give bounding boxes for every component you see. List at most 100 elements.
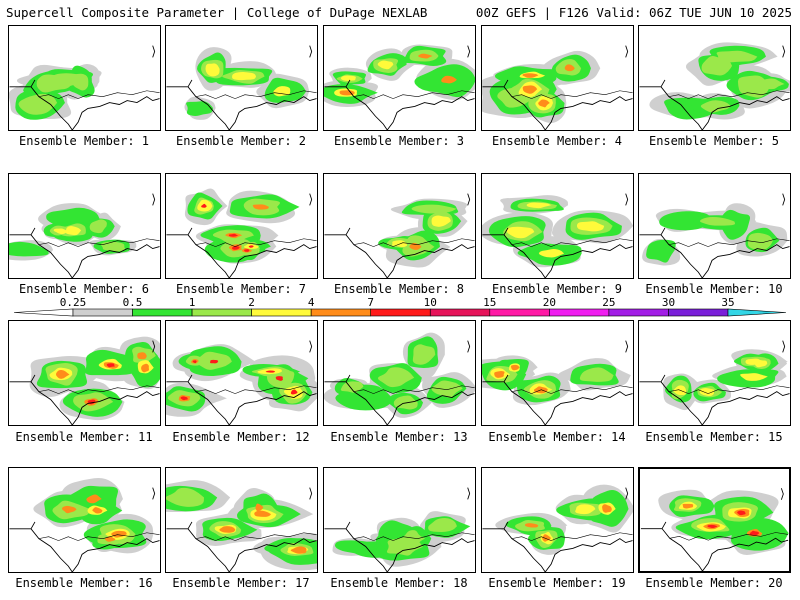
scp-contour-fill	[166, 487, 205, 507]
scp-contour-fill	[418, 53, 433, 59]
parameter-map	[324, 44, 475, 130]
coastline-border	[482, 45, 633, 130]
coastline-border	[482, 487, 633, 572]
scp-contour-fill	[244, 249, 250, 252]
parameter-map	[9, 336, 160, 425]
state-border	[668, 90, 790, 99]
legend-swatch	[251, 308, 312, 317]
scp-contour-fill	[111, 530, 127, 538]
ensemble-member-label: Ensemble Member: 12	[172, 430, 310, 444]
scp-contour-fill	[538, 249, 565, 258]
scp-contour-fill	[36, 74, 73, 93]
page-title: Supercell Composite Parameter | College …	[6, 5, 428, 20]
scp-contour-fill	[682, 503, 694, 509]
coastline-border	[324, 340, 475, 425]
ensemble-member-panel[interactable]	[323, 320, 476, 426]
ensemble-member-panel[interactable]	[323, 173, 476, 279]
scp-contour-fill	[9, 241, 49, 257]
coastline-border	[482, 340, 633, 425]
scp-contour-fill	[441, 75, 457, 84]
ensemble-member-panel[interactable]	[165, 25, 318, 131]
coastline-border	[324, 45, 475, 130]
ensemble-member-panel[interactable]	[638, 173, 791, 279]
ensemble-member-panel[interactable]	[323, 25, 476, 131]
model-run-info: 00Z GEFS | F126 Valid: 06Z TUE JUN 10 20…	[475, 5, 792, 20]
scp-contour-fill	[141, 363, 149, 373]
scp-contour-fill	[137, 352, 147, 360]
parameter-map	[482, 193, 633, 278]
state-border	[38, 532, 160, 541]
scp-contour-fill	[412, 344, 436, 365]
scp-contour-fill	[526, 202, 552, 209]
scp-contour-fill	[716, 50, 758, 63]
scp-contour-fill	[104, 536, 116, 542]
scp-contour-fill	[707, 524, 718, 529]
ensemble-member-panel[interactable]	[481, 467, 634, 573]
coastline-border	[639, 340, 790, 425]
scp-contour-fill	[564, 64, 575, 72]
ensemble-member-panel[interactable]	[638, 467, 791, 573]
ensemble-member-label: Ensemble Member: 2	[175, 134, 307, 148]
ensemble-member-panel[interactable]	[481, 320, 634, 426]
legend-threshold-label: 7	[367, 296, 374, 309]
scp-contour-fill	[290, 389, 298, 395]
ensemble-member-panel[interactable]	[638, 320, 791, 426]
scp-contour-fill	[61, 505, 77, 514]
state-border	[511, 238, 633, 247]
scp-contour-fill	[65, 226, 82, 236]
scp-contour-fill	[18, 93, 58, 115]
ensemble-member-label: Ensemble Member: 18	[330, 576, 468, 590]
parameter-map	[482, 340, 633, 425]
legend-swatch	[132, 308, 193, 317]
ensemble-member-label: Ensemble Member: 14	[488, 430, 626, 444]
scp-contour-fill	[334, 540, 379, 555]
scp-contour-fill	[89, 219, 107, 234]
legend-threshold-label: 1	[189, 296, 196, 309]
scp-contour-fill	[186, 101, 214, 117]
state-border	[353, 532, 475, 541]
scp-contour-fill	[579, 367, 614, 382]
legend-threshold-label: 15	[483, 296, 496, 309]
ensemble-member-panel[interactable]	[481, 173, 634, 279]
ensemble-member-panel[interactable]	[8, 25, 161, 131]
state-border	[195, 385, 317, 394]
parameter-map	[639, 193, 790, 278]
ensemble-member-panel[interactable]	[8, 173, 161, 279]
state-border	[669, 532, 789, 541]
scp-contour-fill	[265, 370, 276, 373]
ensemble-member-panel[interactable]	[165, 173, 318, 279]
scp-contour-fill	[411, 204, 457, 214]
parameter-map	[9, 478, 160, 572]
ensemble-member-label: Ensemble Member: 5	[648, 134, 780, 148]
scp-contour-fill	[228, 233, 239, 237]
coastline-border	[639, 45, 790, 130]
parameter-map	[166, 340, 317, 425]
scp-contour-fill	[576, 221, 605, 232]
ensemble-member-panel[interactable]	[8, 467, 161, 573]
legend-threshold-label: 20	[543, 296, 556, 309]
ensemble-member-panel[interactable]	[481, 25, 634, 131]
ensemble-member-panel[interactable]	[8, 320, 161, 426]
scp-contour-fill	[740, 373, 768, 381]
ensemble-member-panel[interactable]	[323, 467, 476, 573]
parameter-map	[640, 488, 789, 571]
scp-contour-fill	[180, 396, 188, 401]
legend-threshold-label: 2	[248, 296, 255, 309]
ensemble-member-label: Ensemble Member: 11	[15, 430, 153, 444]
state-border	[353, 90, 475, 99]
ensemble-member-panel[interactable]	[638, 25, 791, 131]
ensemble-member-panel[interactable]	[165, 467, 318, 573]
coastline-border	[324, 487, 475, 572]
scp-contour-fill	[339, 90, 355, 96]
scp-contour-fill	[699, 216, 736, 226]
scp-contour-fill	[431, 380, 463, 398]
legend-swatch	[429, 308, 491, 317]
scp-contour-fill	[494, 371, 505, 378]
scp-contour-fill	[510, 364, 520, 371]
ensemble-member-panel[interactable]	[165, 320, 318, 426]
legend-swatch	[608, 308, 669, 317]
scp-contour-fill	[92, 507, 103, 514]
legend-swatch	[549, 308, 610, 317]
coastline-border	[482, 193, 633, 278]
parameter-map	[324, 193, 475, 278]
